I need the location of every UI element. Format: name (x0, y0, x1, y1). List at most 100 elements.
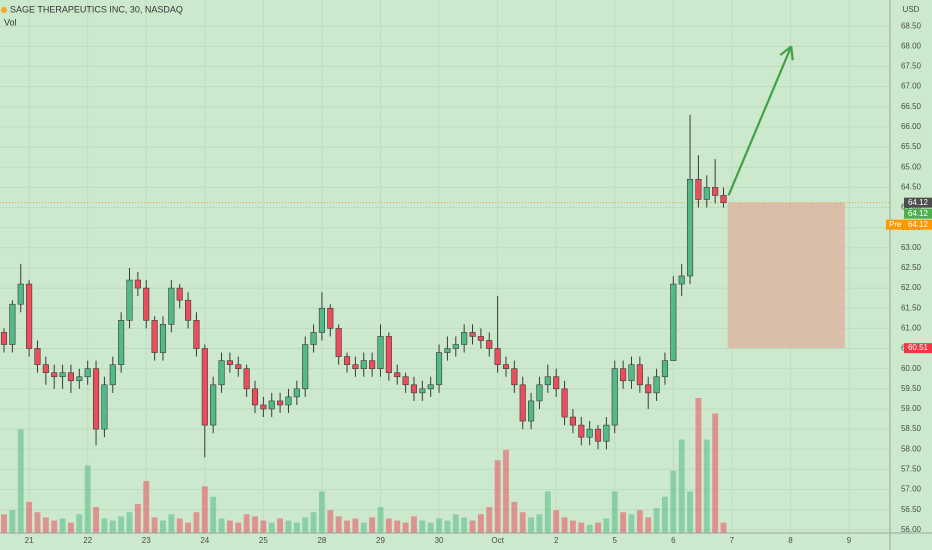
y-tick-label: 65.50 (901, 142, 922, 151)
candle-body (310, 332, 317, 345)
volume-bar (687, 491, 693, 533)
x-tick-label: 23 (142, 536, 151, 545)
volume-bar (411, 516, 417, 533)
candle-body (536, 384, 543, 402)
volume-bar (109, 520, 116, 533)
candle-body (335, 328, 342, 357)
volume-bar (160, 520, 166, 533)
candle-body (9, 303, 16, 345)
volume-bar (536, 514, 543, 533)
candle-body (661, 360, 669, 378)
volume-bar (293, 522, 300, 533)
volume-bar (645, 517, 652, 533)
x-tick-label: 21 (25, 536, 34, 545)
candle-body (712, 187, 719, 196)
y-tick-label: 56.00 (901, 525, 922, 534)
volume-bar (235, 522, 242, 533)
volume-bar (68, 522, 74, 533)
y-tick-label: 67.50 (901, 62, 922, 71)
volume-bar (268, 522, 275, 533)
volume-bar (477, 514, 484, 533)
candle-body (218, 360, 225, 386)
volume-bar (76, 514, 83, 533)
y-tick-label: 56.50 (901, 505, 922, 514)
position-layer (0, 45, 890, 349)
candle-body (636, 364, 643, 386)
volume-bar (553, 510, 560, 533)
volume-bar (17, 429, 24, 533)
x-tick-label: 7 (730, 536, 735, 545)
x-tick-label: 5 (613, 536, 618, 545)
volume-bar (586, 524, 593, 533)
candle-body (327, 307, 334, 329)
volume-bar (595, 522, 601, 533)
candle-body (201, 348, 208, 426)
candle-body (42, 364, 49, 374)
x-tick-label: 25 (259, 536, 268, 545)
volume-bar (469, 520, 476, 533)
candle-body (678, 275, 685, 285)
volume-bar (436, 518, 442, 533)
volume-bar (695, 398, 702, 533)
volume-bar (427, 522, 434, 533)
candle-body (511, 368, 518, 386)
currency: USD (903, 5, 920, 14)
candle-body (168, 287, 175, 325)
candle-body (427, 384, 434, 390)
volume-bar (151, 517, 158, 533)
volume-bar (134, 503, 141, 533)
volume-bar (394, 520, 401, 533)
volume-bar (101, 518, 108, 533)
volume-bar (26, 501, 33, 533)
candle-body (377, 336, 384, 369)
x-tick-label: 9 (847, 536, 852, 545)
candle-body (277, 400, 284, 406)
y-tick-label: 57.00 (901, 485, 922, 494)
price-tag-label: 64.12 (908, 209, 929, 218)
candle-body (0, 332, 8, 345)
candle-body (101, 384, 108, 430)
volume-bar (185, 522, 192, 533)
candle-body (594, 428, 602, 442)
candle-body (519, 384, 526, 422)
candle-body (569, 416, 576, 426)
candle-body (243, 368, 250, 390)
candle-body (695, 179, 702, 200)
volume-bar (335, 516, 342, 533)
candle-body (369, 360, 376, 369)
volume-bar (51, 520, 58, 533)
candle-body (118, 320, 125, 365)
y-tick-label: 61.50 (901, 303, 922, 312)
candle-body (302, 344, 309, 390)
volume-bar (511, 501, 518, 533)
candle-body (185, 299, 192, 321)
volume-bar (561, 517, 568, 533)
candle-body (109, 364, 116, 386)
volume-bar (42, 517, 49, 533)
y-tick-label: 68.00 (901, 41, 922, 50)
candle-body (720, 195, 727, 203)
y-tick-label: 62.50 (901, 263, 922, 272)
volume-bar (201, 486, 208, 533)
candle-body (670, 283, 677, 361)
candle-body (176, 287, 183, 301)
volume-bar (494, 460, 501, 533)
candle-body (360, 360, 367, 369)
x-tick-label: 8 (788, 536, 793, 545)
candle-body (620, 368, 627, 382)
y-tick-label: 63.00 (901, 243, 922, 252)
volume-bar (720, 522, 727, 533)
candle-body (268, 400, 275, 410)
candle-body (210, 384, 217, 426)
volume-bar (277, 518, 284, 533)
candle-body (628, 364, 635, 382)
volume-bar (461, 517, 468, 533)
candle-body (151, 320, 158, 353)
candle-body (134, 279, 141, 289)
volume-bar (611, 491, 618, 533)
candle-body (645, 384, 652, 394)
y-tick-label: 58.00 (901, 444, 922, 453)
volume-bar (452, 514, 459, 533)
